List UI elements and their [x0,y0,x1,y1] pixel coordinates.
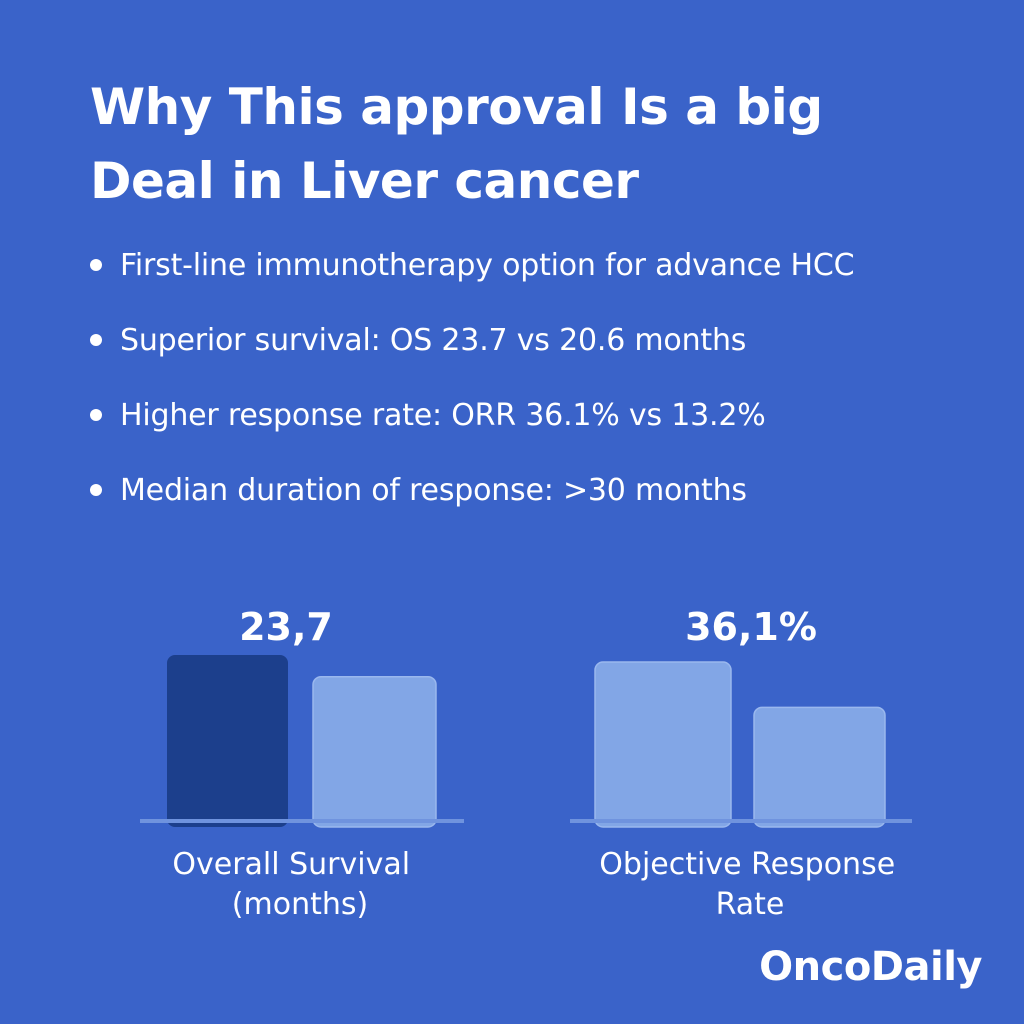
bullet-dot-icon [90,334,102,346]
page-title: Why This approval Is a big Deal in Liver… [90,70,990,218]
category-label-objective-response-rate: Objective Response Rate [599,847,904,922]
bullet-item-duration: Median duration of response: >30 months [90,471,854,511]
bar-overall-survival-treatment [167,655,288,827]
category-label-overall-survival: Overall Survival (months) [172,847,419,922]
value-label-overall-survival: 23,7 [239,605,333,649]
chart-objective-response-rate: 36,1% Objective Response Rate [570,605,912,922]
bar-objective-response-control [753,706,886,828]
value-label-objective-response-rate: 36,1% [685,605,817,649]
bullet-dot-icon [90,484,102,496]
category-label-line-1: Overall Survival [172,847,410,882]
category-label-line-2: Rate [716,887,785,922]
bullet-text: Median duration of response: >30 months [120,473,747,508]
title-line-2: Deal in Liver cancer [90,152,639,210]
bullet-text: Superior survival: OS 23.7 vs 20.6 month… [120,323,747,358]
bullet-list: First-line immunotherapy option for adva… [90,246,855,546]
bullet-text: First-line immunotherapy option for adva… [120,248,855,283]
bar-objective-response-treatment [594,661,732,828]
bullet-item-response-rate: Higher response rate: ORR 36.1% vs 13.2% [90,396,854,436]
bullet-item-first-line: First-line immunotherapy option for adva… [90,246,855,286]
brand-logo: OncoDaily [759,944,982,990]
category-label-line-2: (months) [232,887,368,922]
bullet-item-survival: Superior survival: OS 23.7 vs 20.6 month… [90,321,854,361]
title-line-1: Why This approval Is a big [90,78,823,136]
category-label-line-1: Objective Response [599,847,895,882]
bullet-dot-icon [90,259,102,271]
bullet-dot-icon [90,409,102,421]
bar-overall-survival-control [312,675,437,828]
bullet-text: Higher response rate: ORR 36.1% vs 13.2% [120,398,766,433]
chart-overall-survival: 23,7 Overall Survival (months) [140,605,464,922]
